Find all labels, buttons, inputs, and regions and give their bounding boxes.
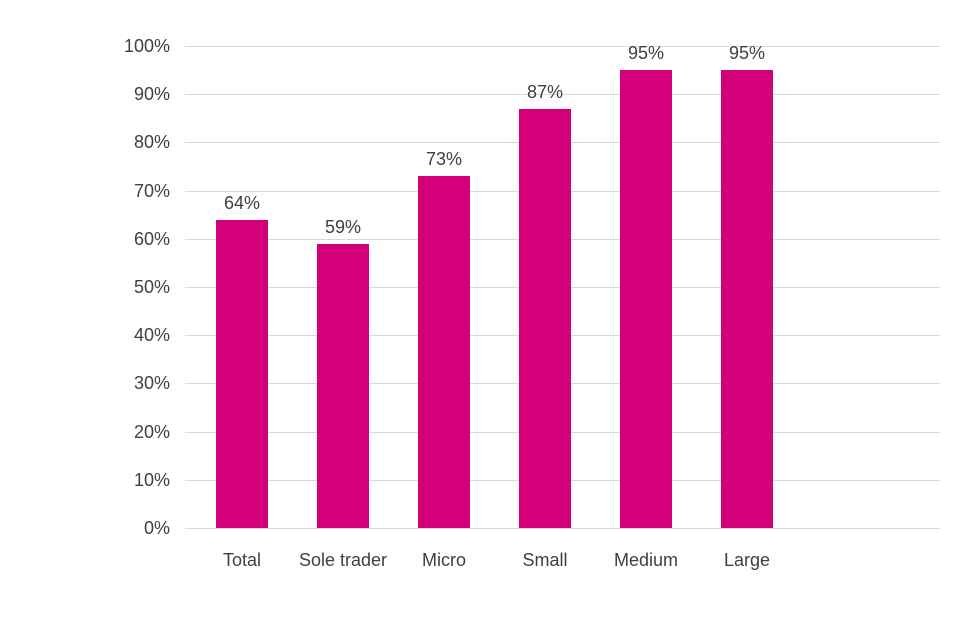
- x-axis-category-label: Total: [222, 550, 262, 570]
- bar-large: [721, 70, 773, 528]
- y-axis-tick-label: 30%: [133, 373, 170, 393]
- y-axis-tick-label: 50%: [133, 277, 170, 297]
- y-gridline: [185, 46, 940, 47]
- bar-medium: [620, 70, 672, 528]
- bar-value-label: 64%: [223, 193, 261, 213]
- y-axis-tick-label: 60%: [133, 229, 170, 249]
- y-axis-tick-label: 20%: [133, 422, 170, 442]
- y-gridline: [185, 528, 940, 529]
- y-axis-tick-label: 0%: [143, 518, 170, 538]
- x-axis-category-label: Small: [522, 550, 568, 570]
- bar-sole-trader: [317, 244, 369, 528]
- y-axis-tick-label: 100%: [123, 36, 170, 56]
- y-axis-tick-label: 80%: [133, 132, 170, 152]
- y-axis-tick-label: 40%: [133, 325, 170, 345]
- x-axis-category-label: Micro: [422, 550, 466, 570]
- bar-micro: [418, 176, 470, 528]
- bar-value-label: 59%: [324, 217, 362, 237]
- y-gridline: [185, 94, 940, 95]
- y-axis-tick-label: 90%: [133, 84, 170, 104]
- x-axis-category-label: Large: [723, 550, 771, 570]
- bar-value-label: 95%: [728, 43, 766, 63]
- y-axis-tick-label: 70%: [133, 181, 170, 201]
- bar-value-label: 87%: [526, 82, 564, 102]
- x-axis-category-label: Medium: [613, 550, 679, 570]
- bar-total: [216, 220, 268, 528]
- y-axis-tick-label: 10%: [133, 470, 170, 490]
- bar-value-label: 73%: [425, 149, 463, 169]
- bar-small: [519, 109, 571, 528]
- bar-value-label: 95%: [627, 43, 665, 63]
- x-axis-category-label: Sole trader: [298, 550, 388, 570]
